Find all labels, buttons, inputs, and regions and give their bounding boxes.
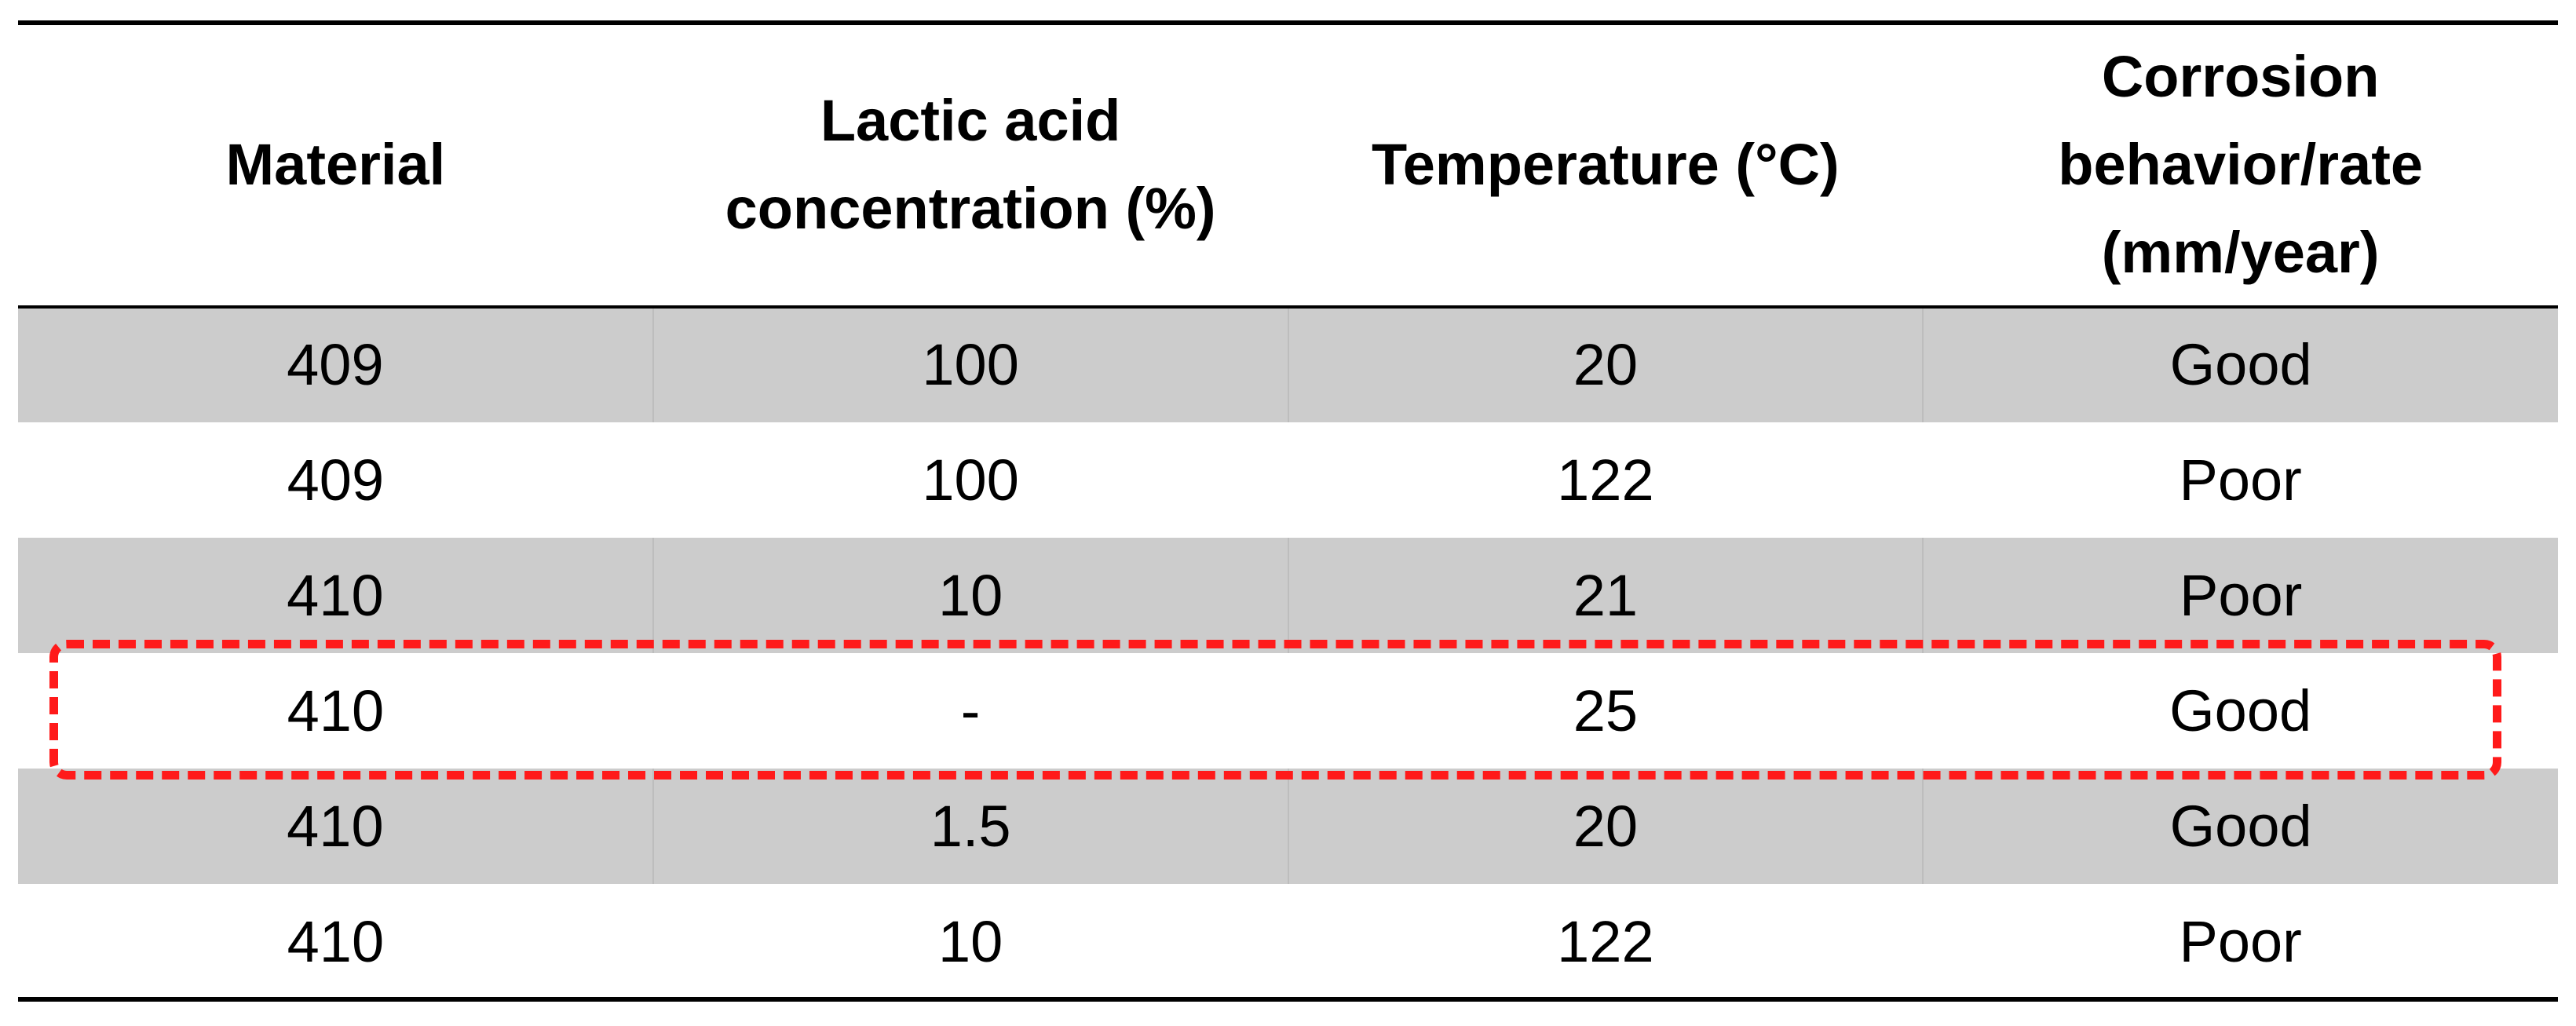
cell-temperature: 21 <box>1287 538 1924 653</box>
table-bottom-rule <box>18 997 2558 1002</box>
cell-concentration: 100 <box>922 447 1019 513</box>
cell-temperature: 25 <box>1573 678 1639 743</box>
cell-temperature: 122 <box>1557 447 1654 513</box>
cell-concentration: 10 <box>652 538 1288 653</box>
cell-corrosion: Poor <box>1922 538 2558 653</box>
table-top-rule <box>18 20 2558 25</box>
cell-material: 410 <box>287 909 385 974</box>
header-material: Material <box>225 132 446 197</box>
cell-corrosion: Good <box>1922 769 2558 884</box>
table-header: Material Lactic acid concentration (%) T… <box>18 23 2558 307</box>
cell-temperature: 122 <box>1557 909 1654 974</box>
cell-concentration: 10 <box>937 909 1003 974</box>
header-row: Material Lactic acid concentration (%) T… <box>18 23 2558 307</box>
cell-material: 410 <box>287 678 385 743</box>
cell-concentration: 1.5 <box>652 769 1288 884</box>
table-row: 410 1.5 20 Good <box>18 769 2558 884</box>
cell-corrosion: Poor <box>2179 447 2302 513</box>
header-temperature: Temperature (°C) <box>1372 132 1840 197</box>
table-body: 409 100 20 Good 409 100 122 Poor 410 10 … <box>18 307 2558 999</box>
cell-corrosion: Poor <box>2179 909 2302 974</box>
cell-material: 410 <box>18 769 653 884</box>
cell-concentration: 100 <box>652 307 1288 422</box>
cell-temperature: 20 <box>1287 307 1924 422</box>
table-row: 409 100 122 Poor <box>18 422 2558 538</box>
header-corrosion-rate: Corrosion behavior/rate (mm/year) <box>1923 23 2558 307</box>
header-lactic-acid-text: Lactic acid concentration (%) <box>725 88 1216 241</box>
table-row: 410 10 21 Poor <box>18 538 2558 653</box>
cell-corrosion: Good <box>2169 678 2312 743</box>
header-lactic-acid-concentration: Lactic acid concentration (%) <box>653 23 1288 307</box>
header-corrosion-text: Corrosion behavior/rate (mm/year) <box>2058 44 2423 285</box>
cell-material: 410 <box>18 538 653 653</box>
header-divider-rule <box>18 305 2558 309</box>
cell-material: 409 <box>287 447 385 513</box>
cell-material: 409 <box>18 307 653 422</box>
cell-corrosion: Good <box>1922 307 2558 422</box>
table-row: 409 100 20 Good <box>18 307 2558 422</box>
table-row: 410 10 122 Poor <box>18 884 2558 999</box>
corrosion-table: Material Lactic acid concentration (%) T… <box>18 23 2558 999</box>
table-row-highlighted: 410 - 25 Good <box>18 653 2558 769</box>
cell-concentration: - <box>960 678 981 743</box>
cell-temperature: 20 <box>1287 769 1924 884</box>
corrosion-table-container: Material Lactic acid concentration (%) T… <box>18 23 2558 999</box>
